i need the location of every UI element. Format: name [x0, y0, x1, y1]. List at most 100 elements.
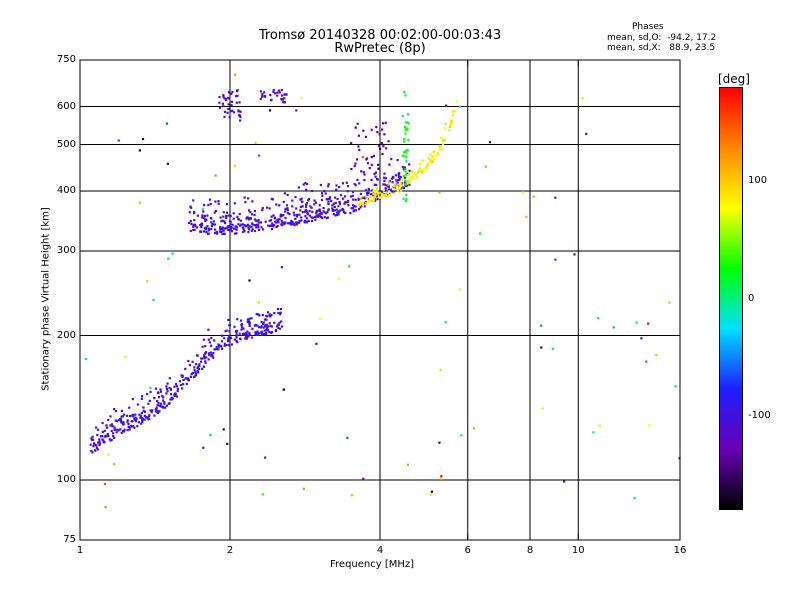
- echo-point: [257, 219, 260, 222]
- echo-point: [257, 301, 260, 304]
- echo-point: [194, 371, 197, 374]
- echo-point: [397, 174, 400, 177]
- echo-point: [259, 90, 262, 93]
- x-tick-label: 2: [226, 545, 234, 556]
- echo-point: [124, 355, 127, 358]
- echo-point: [243, 230, 246, 233]
- echo-point: [169, 387, 173, 390]
- echo-point: [263, 91, 266, 94]
- echo-point: [431, 158, 435, 161]
- echo-point: [192, 228, 195, 232]
- echo-point: [191, 371, 195, 375]
- echo-point: [219, 228, 222, 231]
- echo-point: [296, 214, 299, 217]
- echo-point: [190, 222, 193, 226]
- echo-point: [280, 89, 283, 92]
- echo-point: [196, 214, 199, 217]
- echo-point: [234, 73, 237, 76]
- echo-point: [282, 388, 285, 391]
- echo-point: [275, 225, 278, 228]
- echo-point: [84, 357, 87, 361]
- echo-point: [383, 179, 386, 182]
- echo-point: [181, 374, 184, 377]
- echo-point: [239, 119, 242, 122]
- echo-point: [164, 406, 167, 409]
- echo-point: [140, 416, 143, 420]
- echo-point: [222, 215, 225, 218]
- echo-point: [392, 191, 395, 194]
- echo-point: [358, 148, 361, 152]
- echo-point: [374, 196, 377, 199]
- echo-point: [408, 177, 411, 180]
- echo-point: [541, 407, 544, 410]
- echo-point: [399, 182, 402, 185]
- echo-point: [311, 189, 314, 193]
- echo-point: [327, 197, 330, 201]
- echo-point: [315, 209, 319, 213]
- echo-point: [243, 196, 246, 199]
- echo-point: [350, 195, 353, 198]
- echo-point: [305, 205, 308, 208]
- echo-point: [221, 334, 224, 337]
- echo-point: [200, 357, 203, 360]
- echo-point: [405, 121, 408, 124]
- echo-point: [208, 352, 211, 355]
- echo-point: [116, 428, 119, 431]
- echo-point: [157, 401, 160, 404]
- echo-point: [647, 322, 650, 325]
- echo-point: [94, 449, 97, 452]
- echo-point: [260, 226, 263, 229]
- echo-point: [640, 337, 643, 340]
- echo-point: [391, 181, 394, 184]
- echo-point: [431, 150, 434, 153]
- echo-point: [405, 160, 408, 163]
- echo-point: [378, 133, 381, 136]
- echo-point: [338, 186, 341, 189]
- echo-point: [206, 214, 209, 217]
- echo-point: [266, 315, 269, 318]
- echo-point: [339, 194, 343, 197]
- echo-point: [283, 93, 286, 96]
- echo-point: [425, 166, 429, 170]
- echo-point: [398, 176, 401, 179]
- echo-point: [342, 209, 345, 212]
- echo-point: [401, 154, 404, 157]
- echo-point: [286, 209, 289, 212]
- echo-point: [273, 321, 276, 324]
- echo-point: [271, 228, 274, 231]
- echo-point: [271, 198, 274, 201]
- echo-point: [271, 222, 274, 225]
- echo-point: [276, 218, 279, 221]
- echo-point: [403, 154, 406, 157]
- echo-point: [203, 354, 206, 357]
- echo-point: [226, 96, 229, 100]
- echo-point: [389, 188, 393, 191]
- echo-point: [207, 227, 210, 230]
- echo-point: [282, 214, 285, 217]
- echo-point: [264, 332, 267, 335]
- echo-point: [90, 437, 93, 440]
- echo-point: [352, 204, 355, 207]
- echo-point: [262, 326, 265, 329]
- echo-point: [324, 192, 327, 195]
- echo-point: [367, 187, 370, 191]
- echo-point: [234, 225, 237, 228]
- echo-point: [403, 137, 406, 141]
- echo-point: [188, 364, 191, 367]
- echo-point: [203, 230, 206, 233]
- echo-point: [210, 217, 213, 220]
- echo-point: [322, 210, 325, 213]
- echo-point: [431, 161, 434, 164]
- echo-point: [166, 390, 169, 393]
- echo-point: [193, 219, 196, 222]
- echo-point: [369, 196, 372, 199]
- echo-point: [91, 435, 94, 438]
- echo-point: [295, 223, 298, 226]
- echo-point: [194, 373, 198, 376]
- echo-point: [237, 223, 240, 226]
- echo-point: [175, 395, 179, 398]
- stats-o-mode: mean, sd,O: -94.2, 17.2: [607, 33, 717, 43]
- echo-point: [131, 413, 134, 416]
- echo-point: [223, 110, 227, 113]
- echo-point: [234, 232, 237, 235]
